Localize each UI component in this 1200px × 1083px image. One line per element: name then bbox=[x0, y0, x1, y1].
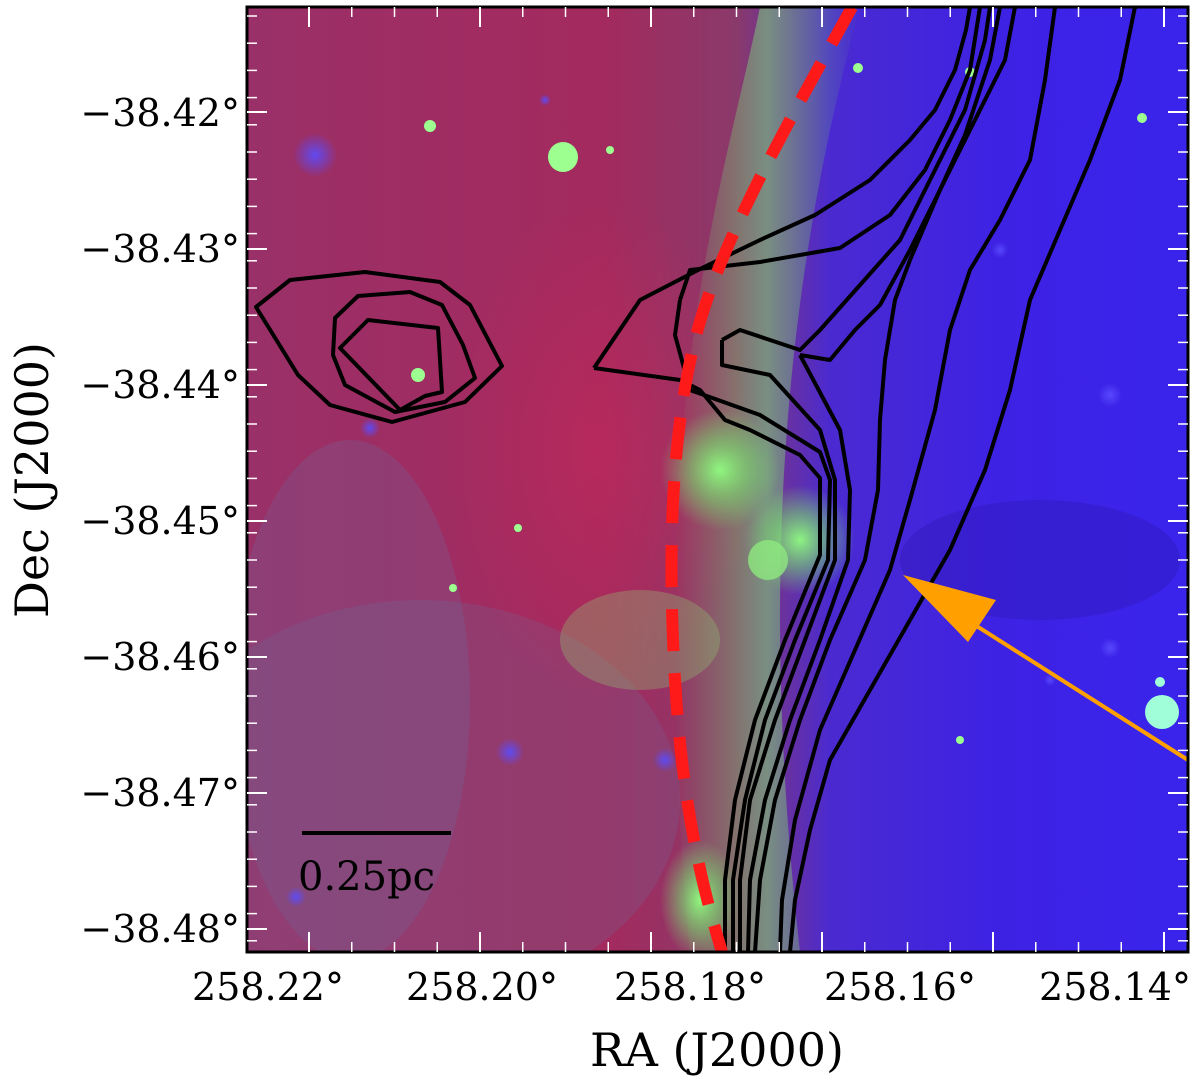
x-tick-label: 258.16° bbox=[824, 965, 976, 1009]
x-tick-label: 258.18° bbox=[614, 965, 766, 1009]
y-tick-label: −38.45° bbox=[80, 499, 240, 543]
contour-ridge-8 bbox=[746, 354, 852, 952]
contour-ridge-9 bbox=[753, 7, 1017, 952]
plot-frame bbox=[245, 5, 1190, 954]
y-tick-label: −38.43° bbox=[80, 227, 240, 271]
x-tick-label: 258.22° bbox=[192, 965, 344, 1009]
y-axis-title: Dec (J2000) bbox=[5, 342, 59, 618]
contour-ridge-11 bbox=[788, 7, 1137, 952]
scale-bar: 0.25pc bbox=[298, 831, 451, 900]
contour-island-outer bbox=[254, 270, 504, 424]
contour-lines bbox=[254, 7, 1137, 952]
y-tick-label: −38.47° bbox=[80, 771, 240, 815]
contour-ridge-5 bbox=[721, 7, 992, 352]
false-color-image bbox=[247, 7, 1188, 952]
contour-island-inner bbox=[338, 318, 444, 412]
x-axis-title: RA (J2000) bbox=[590, 1023, 844, 1077]
red-dashed-curve bbox=[665, 7, 858, 952]
contour-ridge-7 bbox=[799, 7, 1002, 362]
contour-island-middle bbox=[331, 290, 477, 414]
x-tick-label: 258.20° bbox=[406, 965, 558, 1009]
y-tick-label: −38.46° bbox=[80, 635, 240, 679]
y-tick-label: −38.42° bbox=[80, 91, 240, 135]
x-tick-labels: 258.22° 258.20° 258.18° 258.16° 258.14° bbox=[192, 965, 1191, 1009]
scale-bar-label: 0.25pc bbox=[298, 854, 435, 900]
contour-ridge-6 bbox=[720, 340, 837, 952]
x-tick-label: 258.14° bbox=[1039, 965, 1191, 1009]
contour-ridge-1 bbox=[592, 7, 972, 370]
minor-tick-marks bbox=[247, 7, 1188, 952]
contour-ridge-2 bbox=[593, 366, 822, 952]
y-tick-label: −38.48° bbox=[80, 907, 240, 951]
y-tick-labels: −38.42° −38.43° −38.44° −38.45° −38.46° … bbox=[80, 91, 240, 951]
orange-arrow bbox=[903, 575, 1190, 762]
y-tick-label: −38.44° bbox=[80, 363, 240, 407]
contour-ridge-10 bbox=[778, 7, 1057, 952]
